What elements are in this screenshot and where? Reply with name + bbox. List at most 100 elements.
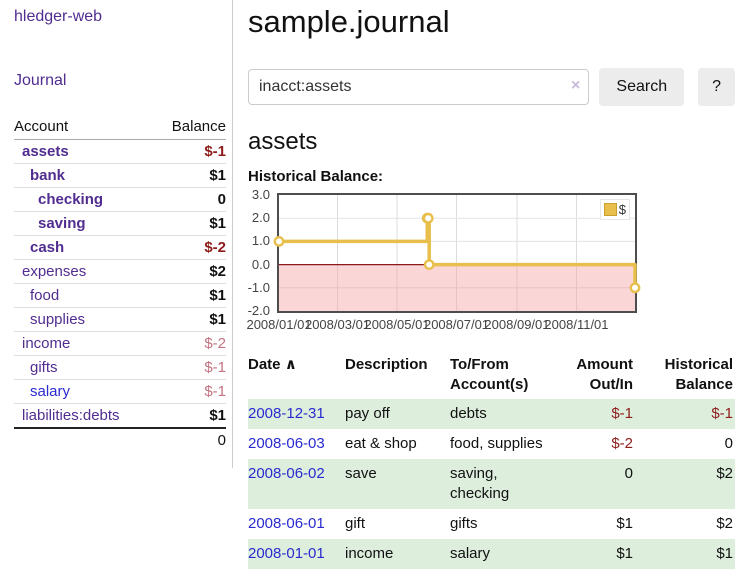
transaction-date-link[interactable]: 2008-12-31 — [248, 405, 325, 422]
clear-search-icon[interactable]: × — [571, 77, 581, 94]
account-link[interactable]: income — [22, 335, 71, 352]
account-link[interactable]: assets — [22, 143, 69, 160]
search-input[interactable] — [248, 69, 590, 105]
transaction-description: eat & shop — [345, 435, 417, 452]
search-box: × — [248, 69, 590, 105]
accounts-table-header: Account Balance — [14, 115, 226, 140]
transaction-accounts: debts — [450, 399, 570, 429]
y-tick-label: 0.0 — [251, 256, 270, 272]
transaction-row: 2008-06-02 save saving, checking 0 $2 — [248, 459, 735, 509]
account-row: expenses $2 — [14, 259, 226, 284]
help-button[interactable]: ? — [698, 68, 735, 106]
search-form: × Search ? — [248, 68, 735, 106]
account-row: saving $1 — [14, 211, 226, 236]
chart-legend: $ — [599, 199, 630, 220]
account-row: assets $-1 — [14, 140, 226, 164]
chart-svg — [273, 195, 641, 311]
transaction-date-link[interactable]: 2008-01-01 — [248, 545, 325, 562]
y-tick-label: 1.0 — [251, 233, 270, 249]
transaction-description: pay off — [345, 399, 450, 429]
app-brand-link[interactable]: hledger-web — [14, 8, 103, 25]
account-row: salary $-1 — [14, 379, 226, 404]
account-link[interactable]: saving — [38, 215, 86, 232]
account-balance: $1 — [154, 163, 226, 188]
balance-column-header: Balance — [154, 115, 226, 140]
transaction-description: income — [345, 539, 450, 569]
transaction-accounts: food, supplies — [450, 435, 543, 452]
account-link[interactable]: checking — [38, 191, 104, 208]
transaction-accounts: saving, checking — [450, 459, 570, 509]
sidebar: hledger-web Journal Account Balance asse… — [0, 0, 233, 468]
account-row: supplies $1 — [14, 307, 226, 332]
transaction-description: gift — [345, 515, 366, 532]
transaction-date-link[interactable]: 2008-06-03 — [248, 435, 325, 452]
legend-label: $ — [618, 202, 626, 217]
transaction-accounts: salary — [450, 539, 570, 569]
transaction-balance: 0 — [724, 435, 733, 452]
transaction-date-cell: 2008-06-01 — [248, 509, 345, 539]
transaction-accounts: gifts — [450, 515, 478, 532]
chart-plot-area: $ — [273, 193, 641, 313]
account-row: gifts $-1 — [14, 355, 226, 380]
account-link[interactable]: gifts — [30, 359, 58, 376]
x-tick-label: 2008/07/01 — [423, 317, 490, 332]
main-content: sample.journal × Search ? assets Histori… — [246, 0, 735, 569]
transaction-amount: $1 — [570, 539, 643, 569]
x-tick-label: 2008/11/01 — [544, 317, 609, 332]
account-balance: $2 — [154, 259, 226, 284]
account-link[interactable]: bank — [30, 167, 66, 184]
transaction-row: 2008-12-31 pay off debts $-1 $-1 — [248, 399, 735, 429]
account-heading: assets — [248, 128, 318, 155]
account-row: food $1 — [14, 283, 226, 308]
x-tick-label: 2008/01/01 — [246, 317, 312, 332]
chart-title: Historical Balance: — [248, 168, 384, 185]
account-link[interactable]: liabilities:debts — [22, 407, 120, 424]
account-column-header: Account — [14, 115, 155, 140]
transaction-balance: $2 — [716, 515, 733, 532]
account-link[interactable]: food — [30, 287, 60, 304]
transactions-header-row: Date ∧ Description To/From Account(s) Am… — [248, 355, 735, 399]
accounts-total-value: 0 — [154, 427, 226, 452]
transaction-amount: $1 — [616, 515, 633, 532]
account-row: bank $1 — [14, 163, 226, 188]
account-balance: $1 — [154, 403, 226, 428]
account-balance: $1 — [154, 283, 226, 308]
account-row: checking 0 — [14, 187, 226, 212]
transaction-amount: $-2 — [611, 435, 633, 452]
transaction-row: 2008-06-03 eat & shop food, supplies $-2 0 — [248, 429, 735, 459]
description-column-header: Description — [345, 356, 428, 373]
page-title: sample.journal — [248, 4, 450, 39]
legend-swatch-icon — [603, 203, 617, 216]
transaction-row: 2008-01-01 income salary $1 $1 — [248, 539, 735, 569]
date-column-header[interactable]: Date ∧ — [248, 356, 297, 373]
transaction-row: 2008-06-01 gift gifts $1 $2 — [248, 509, 735, 539]
transaction-date-cell: 2008-06-02 — [248, 459, 345, 509]
transaction-date-cell: 2008-06-03 — [248, 429, 345, 459]
transaction-date-cell: 2008-12-31 — [248, 399, 345, 429]
account-balance: 0 — [154, 187, 226, 212]
y-tick-label: -1.0 — [247, 279, 270, 295]
transactions-table: Date ∧ Description To/From Account(s) Am… — [248, 355, 735, 569]
x-tick-label: 2008/05/01 — [364, 317, 430, 332]
account-balance: $-1 — [154, 379, 226, 404]
transaction-date-link[interactable]: 2008-06-01 — [248, 515, 325, 532]
accounts-tofrom-column-header: To/From Account(s) — [450, 356, 529, 393]
accounts-total-row: 0 — [14, 427, 226, 452]
transaction-balance: $-1 — [643, 399, 735, 429]
account-link[interactable]: expenses — [22, 263, 87, 280]
account-balance: $-1 — [204, 143, 226, 160]
account-balance: $-2 — [154, 331, 226, 356]
transaction-amount: $-1 — [570, 399, 643, 429]
account-balance: $1 — [154, 307, 226, 332]
account-link[interactable]: supplies — [30, 311, 86, 328]
transaction-description: save — [345, 459, 450, 509]
account-link[interactable]: salary — [30, 383, 71, 400]
historical-balance-chart[interactable]: 3.0 2.0 1.0 0.0 -1.0 -2.0 $ 2008/01/01 2008/03… — [246, 187, 735, 335]
account-link[interactable]: cash — [30, 239, 65, 256]
y-tick-label: 2.0 — [251, 210, 270, 226]
nav-journal-link[interactable]: Journal — [14, 72, 67, 89]
search-button[interactable]: Search — [599, 68, 685, 106]
y-tick-label: -2.0 — [247, 303, 270, 318]
transaction-date-link[interactable]: 2008-06-02 — [248, 465, 325, 482]
account-balance: $1 — [154, 211, 226, 236]
